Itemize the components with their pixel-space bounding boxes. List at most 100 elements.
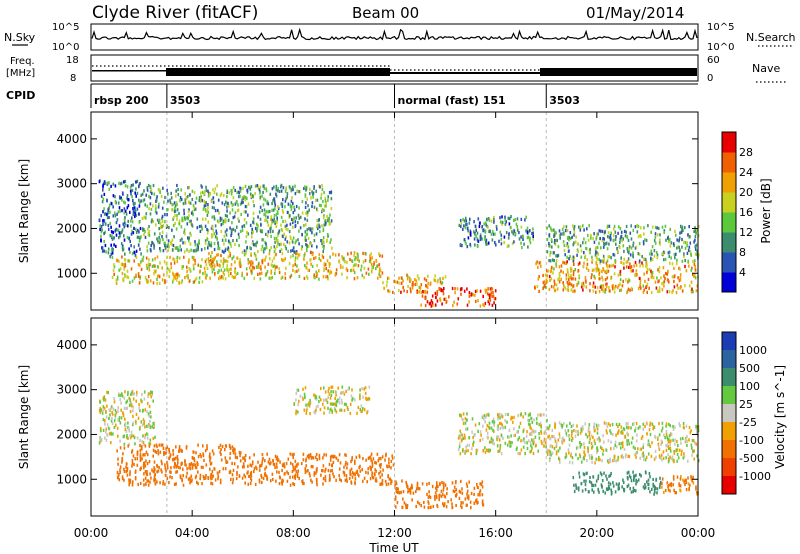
scatter-cell	[398, 276, 400, 280]
scatter-cell	[301, 479, 303, 484]
scatter-cell	[554, 423, 557, 427]
scatter-cell	[286, 479, 289, 483]
scatter-cell	[375, 259, 377, 263]
scatter-cell	[120, 401, 122, 405]
scatter-cell	[466, 443, 469, 448]
scatter-cell	[240, 212, 242, 216]
scatter-cell	[178, 448, 181, 452]
scatter-cell	[632, 445, 635, 449]
scatter-cell	[231, 257, 233, 261]
scatter-cell	[517, 414, 519, 418]
scatter-cell	[581, 282, 583, 286]
scatter-cell	[635, 263, 638, 267]
scatter-cell	[229, 226, 231, 230]
scatter-cell	[649, 490, 651, 494]
scatter-cell	[434, 491, 437, 495]
scatter-cell	[590, 276, 593, 280]
scatter-cell	[327, 217, 329, 221]
scatter-cell	[286, 240, 289, 244]
scatter-cell	[450, 498, 452, 502]
scatter-cell	[210, 472, 213, 477]
scatter-cell	[464, 436, 466, 440]
scatter-cell	[563, 284, 565, 288]
scatter-cell	[567, 429, 570, 433]
scatter-cell	[558, 432, 561, 436]
scatter-cell	[103, 231, 105, 236]
scatter-cell	[440, 494, 443, 499]
scatter-cell	[197, 247, 199, 252]
scatter-cell	[143, 420, 146, 424]
scatter-cell	[312, 192, 314, 196]
scatter-cell	[566, 242, 569, 246]
scatter-cell	[461, 287, 463, 291]
scatter-cell	[315, 471, 317, 475]
scatter-cell	[689, 250, 692, 254]
scatter-cell	[142, 478, 145, 482]
scatter-cell	[129, 185, 132, 189]
scatter-cell	[112, 214, 115, 218]
scatter-cell	[219, 216, 222, 220]
scatter-cell	[656, 487, 659, 491]
scatter-cell	[307, 268, 309, 272]
scatter-cell	[604, 288, 607, 292]
scatter-cell	[116, 426, 119, 430]
scatter-cell	[446, 487, 448, 491]
scatter-cell	[501, 423, 504, 427]
scatter-cell	[499, 446, 501, 450]
scatter-cell	[590, 481, 593, 485]
scatter-cell	[341, 401, 343, 405]
scatter-cell	[560, 277, 562, 281]
scatter-cell	[260, 267, 262, 271]
scatter-cell	[232, 448, 234, 453]
scatter-cell	[522, 429, 525, 434]
scatter-cell	[222, 271, 225, 275]
scatter-cell	[346, 466, 348, 470]
scatter-cell	[606, 459, 609, 463]
scatter-cell	[251, 235, 253, 239]
scatter-cell	[682, 478, 684, 482]
scatter-cell	[547, 269, 550, 273]
scatter-cell	[595, 423, 598, 427]
scatter-cell	[601, 447, 603, 451]
scatter-cell	[135, 399, 137, 403]
scatter-cell	[664, 436, 666, 440]
scatter-cell	[123, 467, 125, 471]
scatter-cell	[301, 211, 304, 215]
scatter-cell	[304, 185, 306, 189]
scatter-cell	[119, 196, 121, 200]
scatter-cell	[662, 450, 665, 454]
scatter-cell	[206, 238, 209, 242]
scatter-cell	[672, 477, 675, 481]
scatter-cell	[192, 204, 195, 208]
scatter-cell	[457, 297, 460, 301]
scatter-cell	[669, 424, 672, 428]
scatter-cell	[410, 290, 412, 294]
scatter-cell	[393, 279, 395, 283]
scatter-cell	[375, 267, 377, 271]
scatter-cell	[588, 433, 591, 437]
cpid-label: CPID	[6, 89, 35, 102]
scatter-cell	[257, 215, 259, 219]
scatter-cell	[649, 252, 651, 256]
scatter-cell	[238, 219, 240, 223]
scatter-cell	[587, 450, 589, 454]
scatter-cell	[131, 216, 133, 220]
scatter-cell	[249, 192, 252, 196]
scatter-cell	[120, 196, 122, 200]
scatter-cell	[520, 217, 523, 221]
scatter-cell	[289, 452, 292, 456]
scatter-cell	[324, 398, 327, 402]
scatter-cell	[462, 436, 465, 440]
scatter-cell	[653, 457, 656, 461]
scatter-cell	[601, 479, 604, 483]
scatter-cell	[166, 271, 168, 275]
scatter-cell	[343, 408, 346, 413]
scatter-cell	[566, 280, 569, 284]
scatter-cell	[620, 234, 623, 238]
scatter-cell	[187, 236, 189, 240]
scatter-cell	[246, 245, 248, 249]
scatter-cell	[204, 189, 206, 193]
scatter-cell	[599, 236, 601, 241]
scatter-cell	[652, 276, 655, 280]
scatter-cell	[211, 215, 213, 219]
